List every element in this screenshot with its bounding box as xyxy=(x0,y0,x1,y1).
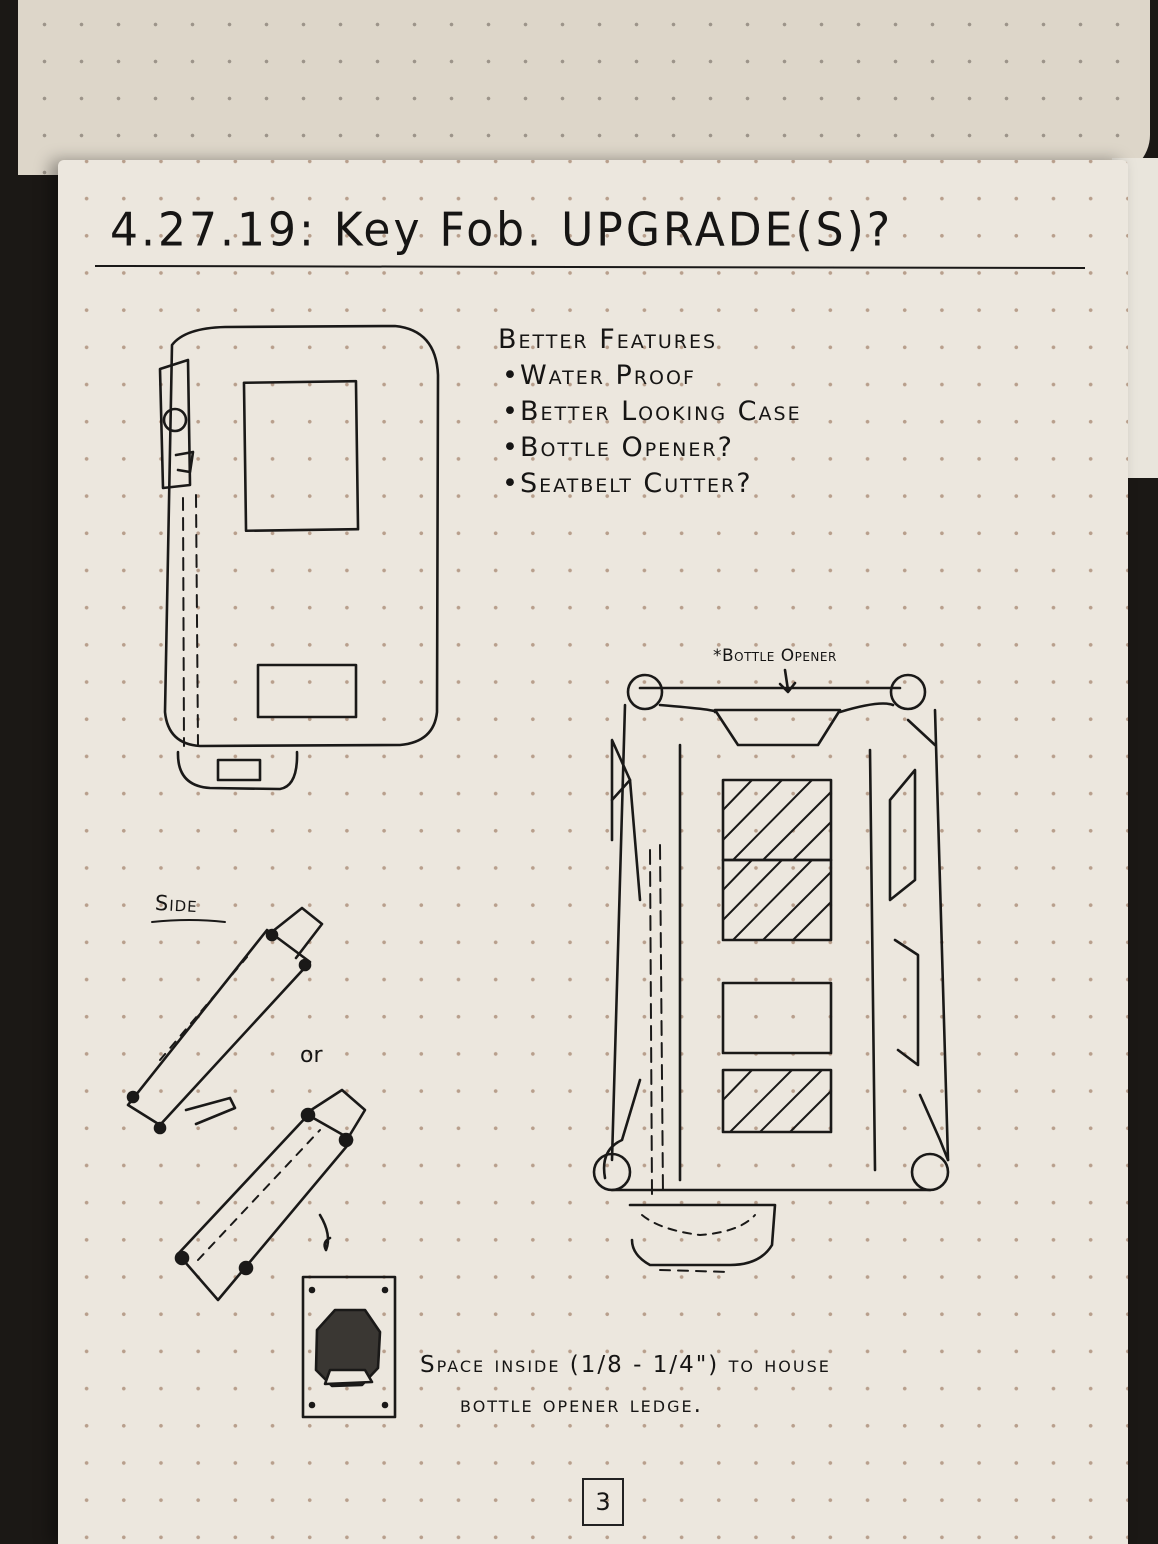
features-heading: Better Features xyxy=(498,324,718,355)
ledge-note: Space inside (1/8 - 1/4") to house bottl… xyxy=(420,1345,831,1425)
ledge-note-line-2: bottle opener ledge. xyxy=(460,1392,703,1418)
features-list: Better Features Water Proof Better Looki… xyxy=(498,322,802,502)
or-label: or xyxy=(300,1043,323,1068)
upgraded-case-sketch xyxy=(592,668,950,1273)
feature-item: Bottle Opener? xyxy=(498,430,802,466)
ledge-detail-sketch xyxy=(301,1275,397,1419)
bottle-opener-callout: *Bottle Opener xyxy=(713,646,837,666)
feature-item: Water Proof xyxy=(498,358,802,394)
ledge-note-line-1: Space inside (1/8 - 1/4") to house xyxy=(420,1352,831,1378)
key-fob-front-sketch xyxy=(158,324,440,791)
side-view-sketch xyxy=(126,906,367,1302)
page-title: 4.27.19: Key Fob. UPGRADE(S)? xyxy=(110,203,894,258)
previous-page xyxy=(18,0,1150,175)
feature-item: Better Looking Case xyxy=(498,394,802,430)
page-number: 3 xyxy=(582,1478,624,1526)
side-view-label: Side xyxy=(154,890,199,918)
feature-item: Seatbelt Cutter? xyxy=(498,466,802,502)
